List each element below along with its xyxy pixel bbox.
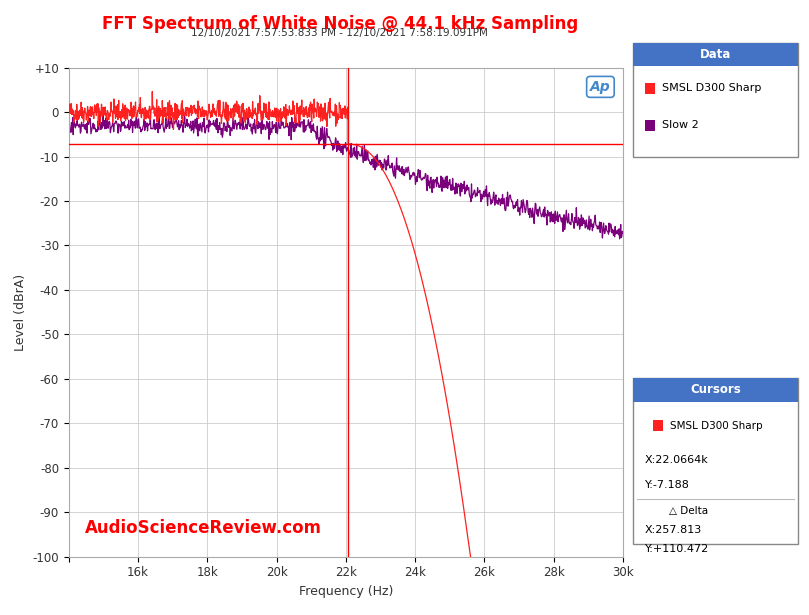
Text: Slow 2: Slow 2 xyxy=(662,121,698,130)
Text: Y:-7.188: Y:-7.188 xyxy=(645,480,689,490)
Text: X:257.813: X:257.813 xyxy=(645,525,702,534)
Text: Ap: Ap xyxy=(590,80,611,94)
Text: FFT Spectrum of White Noise @ 44.1 kHz Sampling: FFT Spectrum of White Noise @ 44.1 kHz S… xyxy=(102,15,578,33)
Text: △ Delta: △ Delta xyxy=(669,506,708,516)
Text: Cursors: Cursors xyxy=(690,383,741,397)
Text: Y:+110.472: Y:+110.472 xyxy=(645,544,709,554)
Y-axis label: Level (dBrA): Level (dBrA) xyxy=(14,274,27,351)
X-axis label: Frequency (Hz): Frequency (Hz) xyxy=(299,585,393,598)
Text: AudioScienceReview.com: AudioScienceReview.com xyxy=(86,519,323,537)
Text: SMSL D300 Sharp: SMSL D300 Sharp xyxy=(662,84,761,93)
Text: Data: Data xyxy=(700,48,731,62)
Text: X:22.0664k: X:22.0664k xyxy=(645,455,709,465)
Text: SMSL D300 Sharp: SMSL D300 Sharp xyxy=(670,421,762,430)
Text: 12/10/2021 7:57:53.833 PM - 12/10/2021 7:58:19.091PM: 12/10/2021 7:57:53.833 PM - 12/10/2021 7… xyxy=(192,28,488,38)
